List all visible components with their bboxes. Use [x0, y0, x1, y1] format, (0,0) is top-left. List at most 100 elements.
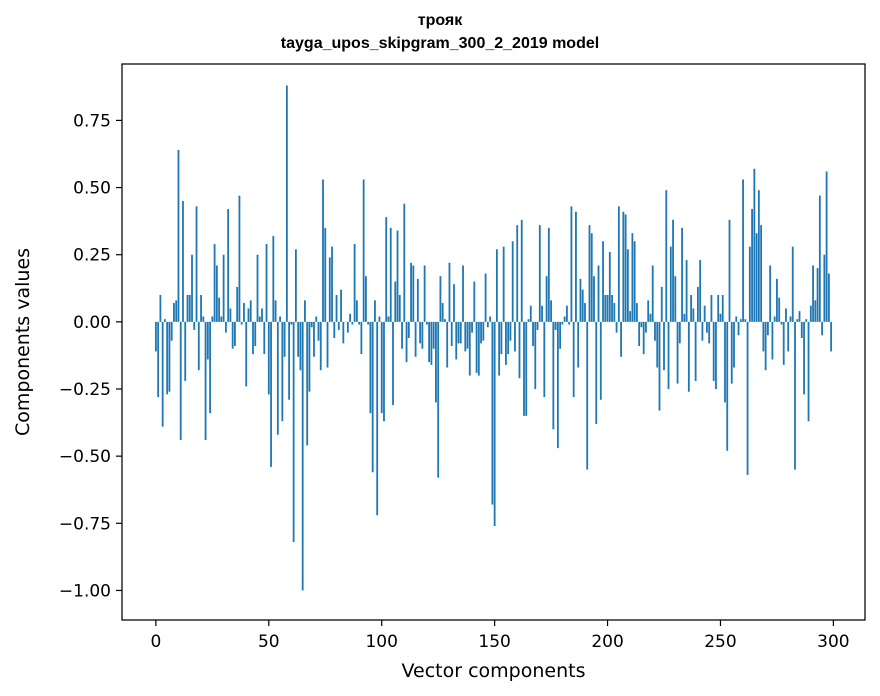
bar-component-230 [674, 276, 677, 322]
bar-component-186 [575, 211, 577, 322]
bar-component-122 [430, 321, 433, 365]
bar-component-169 [536, 321, 539, 330]
bar-component-43 [252, 321, 254, 355]
bar-component-9 [175, 300, 178, 322]
bar-component-87 [351, 321, 354, 325]
bar-component-36 [236, 286, 239, 322]
bar-component-179 [559, 321, 562, 349]
y-tick-label: 0.25 [73, 246, 111, 266]
bar-component-198 [602, 241, 604, 322]
bar-component-10 [177, 149, 180, 322]
bar-component-63 [297, 321, 300, 357]
bar-component-157 [509, 321, 512, 341]
bar-component-166 [529, 305, 532, 322]
x-tick-label: 0 [150, 632, 161, 652]
y-axis-label: Components values [12, 248, 34, 436]
bar-component-102 [385, 217, 388, 322]
bar-component-118 [421, 321, 424, 349]
bar-component-24 [209, 321, 211, 414]
bar-component-57 [283, 321, 286, 357]
bar-component-193 [590, 233, 593, 322]
bar-component-160 [516, 225, 519, 322]
bar-component-89 [355, 300, 358, 322]
bar-component-113 [410, 262, 412, 322]
bar-component-224 [660, 286, 663, 322]
bar-component-135 [459, 321, 462, 344]
bar-component-283 [794, 321, 796, 470]
bar-component-163 [523, 321, 525, 416]
bar-component-168 [534, 321, 537, 390]
bar-component-218 [647, 300, 650, 322]
bar-component-234 [683, 313, 686, 322]
bar-component-138 [466, 321, 469, 349]
bar-component-249 [717, 295, 720, 322]
bar-component-111 [405, 321, 408, 363]
bar-component-146 [484, 273, 487, 322]
bar-component-175 [550, 300, 552, 322]
bar-component-8 [173, 303, 175, 322]
bar-component-79 [333, 321, 336, 338]
bar-component-271 [766, 321, 769, 336]
bar-component-254 [728, 219, 731, 322]
bar-component-151 [495, 249, 498, 322]
bar-component-210 [629, 311, 632, 322]
bar-component-167 [532, 321, 534, 347]
bar-component-236 [687, 321, 690, 392]
bar-component-287 [803, 321, 805, 395]
bar-component-281 [789, 316, 792, 322]
bar-component-295 [821, 321, 823, 336]
bar-component-242 [701, 321, 704, 341]
bar-component-268 [760, 225, 763, 322]
bar-component-206 [620, 321, 622, 357]
bar-component-92 [362, 179, 365, 322]
bar-component-80 [335, 295, 338, 322]
bar-component-136 [462, 265, 464, 322]
bar-component-298 [827, 273, 830, 322]
bar-component-7 [170, 321, 173, 341]
bar-component-292 [814, 300, 817, 322]
bar-component-213 [636, 303, 638, 322]
bar-component-162 [520, 219, 523, 322]
bar-component-207 [622, 211, 625, 322]
x-tick-label: 150 [478, 632, 510, 652]
bar-component-227 [667, 321, 670, 390]
bar-component-229 [672, 219, 674, 322]
bar-component-253 [726, 321, 729, 451]
bar-component-211 [631, 233, 634, 322]
bar-component-56 [281, 321, 284, 422]
bar-component-65 [301, 321, 304, 591]
x-tick-label: 300 [817, 632, 849, 652]
bar-component-156 [507, 321, 510, 355]
bar-component-52 [272, 235, 275, 322]
bar-component-290 [809, 305, 812, 322]
bar-component-275 [776, 278, 778, 322]
bar-component-297 [825, 171, 828, 322]
bar-component-100 [380, 321, 383, 414]
bar-component-299 [830, 321, 833, 352]
bar-component-153 [500, 321, 503, 355]
bar-component-39 [243, 303, 245, 322]
bar-component-76 [326, 321, 329, 368]
bar-component-176 [552, 321, 555, 430]
bar-component-187 [577, 321, 580, 368]
bar-component-269 [762, 321, 765, 352]
bar-component-126 [439, 276, 442, 322]
bar-component-228 [669, 246, 672, 322]
bar-component-178 [556, 321, 559, 449]
x-tick-label: 200 [591, 632, 623, 652]
bar-component-30 [222, 254, 225, 322]
bar-component-196 [597, 265, 600, 322]
bar-component-140 [471, 321, 473, 333]
bar-component-201 [608, 252, 611, 322]
bar-component-238 [692, 308, 695, 322]
bar-component-255 [730, 321, 733, 384]
bar-component-147 [486, 321, 489, 328]
x-tick-label: 250 [704, 632, 736, 652]
bar-component-97 [374, 300, 376, 322]
bar-component-194 [593, 276, 595, 322]
bar-component-3 [161, 321, 164, 427]
bar-component-37 [238, 195, 241, 322]
bar-component-59 [288, 321, 291, 400]
bar-component-81 [337, 321, 340, 330]
